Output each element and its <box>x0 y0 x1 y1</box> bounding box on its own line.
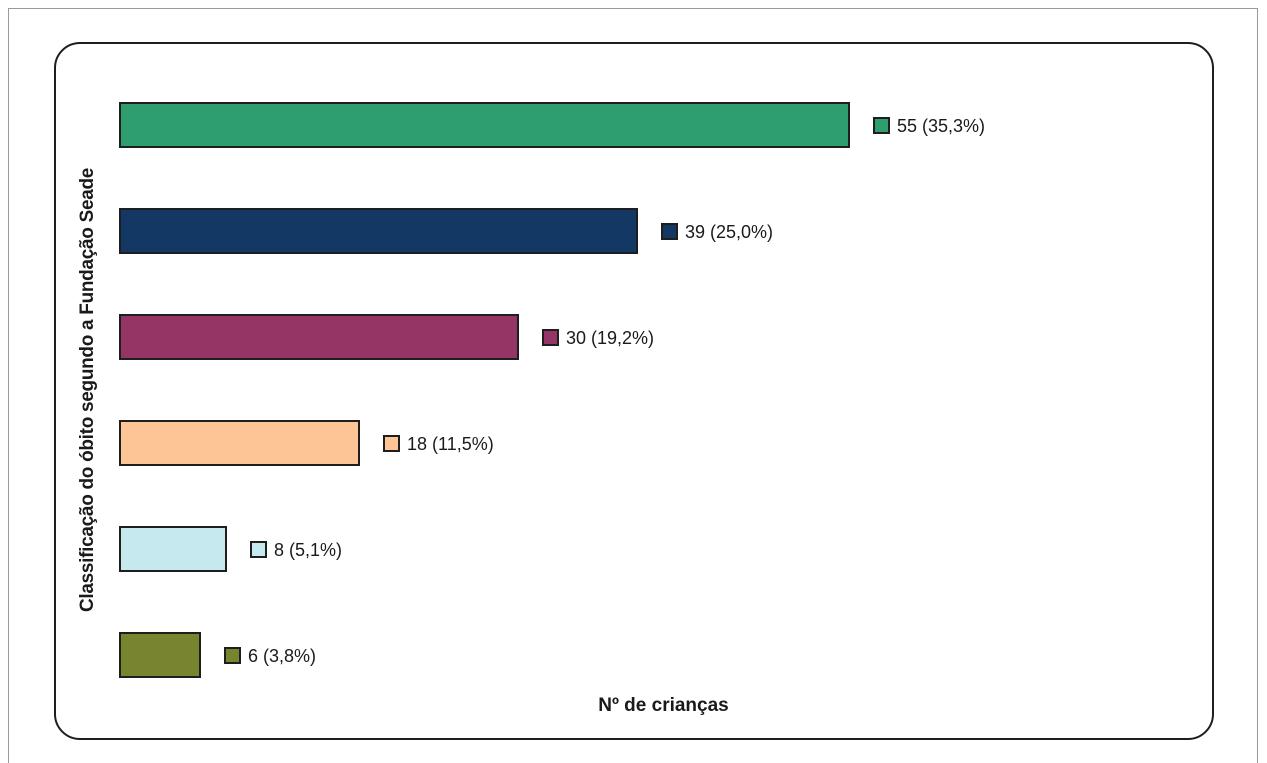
bar-swatch-5 <box>250 541 267 558</box>
bar-swatch-6 <box>224 647 241 664</box>
figure-frame <box>8 8 1258 763</box>
bar-swatch-4 <box>383 435 400 452</box>
y-axis-label: Classificação do óbito segundo a Fundaçã… <box>77 167 98 613</box>
bar-swatch-2 <box>661 223 678 240</box>
bar-swatch-3 <box>542 329 559 346</box>
bar-value-label-4: 18 (11,5%) <box>407 434 494 454</box>
bar-1 <box>119 102 850 148</box>
bar-value-label-6: 6 (3,8%) <box>248 646 316 666</box>
bar-6 <box>119 632 201 678</box>
bar-4 <box>119 420 360 466</box>
bar-5 <box>119 526 227 572</box>
bar-2 <box>119 208 638 254</box>
bar-value-label-5: 8 (5,1%) <box>274 540 342 560</box>
bar-swatch-1 <box>873 117 890 134</box>
bar-value-label-3: 30 (19,2%) <box>566 328 654 348</box>
bar-value-label-1: 55 (35,3%) <box>897 116 985 136</box>
chart-panel <box>54 42 1214 740</box>
bar-3 <box>119 314 519 360</box>
bar-value-label-2: 39 (25,0%) <box>685 222 773 242</box>
x-axis-label: Nº de crianças <box>598 695 729 716</box>
